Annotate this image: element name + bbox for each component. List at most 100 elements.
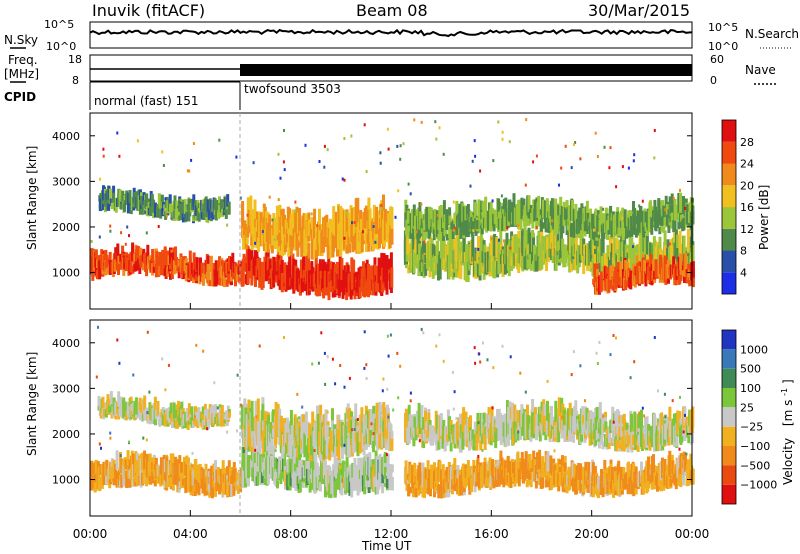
data-cell	[572, 259, 576, 270]
data-point	[627, 166, 630, 170]
data-cell	[585, 200, 589, 221]
data-cell	[679, 217, 683, 229]
data-cell	[537, 406, 541, 426]
data-cell	[315, 288, 319, 297]
data-cell	[168, 194, 172, 208]
data-point	[472, 229, 475, 232]
data-point	[423, 240, 426, 244]
data-cell	[691, 261, 695, 279]
data-cell	[187, 212, 191, 222]
data-point	[407, 182, 410, 186]
data-cell	[133, 192, 137, 204]
data-cell	[232, 488, 236, 496]
data-cell	[329, 430, 333, 456]
data-cell	[622, 431, 626, 452]
data-cell	[211, 482, 214, 499]
data-cell	[345, 287, 349, 301]
data-cell	[323, 261, 327, 278]
data-cell	[679, 253, 683, 271]
data-cell	[354, 198, 358, 228]
data-cell	[219, 420, 223, 427]
data-cell	[569, 224, 573, 237]
data-point	[239, 196, 242, 200]
data-cell	[253, 430, 257, 453]
data-cell	[523, 205, 527, 213]
data-cell	[386, 476, 389, 489]
data-point	[621, 165, 624, 169]
data-cell	[387, 213, 391, 227]
data-point	[343, 137, 346, 140]
data-cell	[102, 474, 106, 485]
data-point	[572, 143, 575, 147]
data-cell	[182, 478, 185, 486]
data-cell	[322, 288, 326, 299]
data-cell	[298, 475, 302, 493]
data-point	[641, 199, 644, 203]
data-cell	[299, 466, 303, 477]
data-cell	[143, 395, 147, 411]
data-point	[386, 127, 389, 131]
data-cell	[305, 454, 309, 478]
data-cell	[542, 222, 545, 229]
data-cell	[305, 468, 309, 485]
data-cell	[159, 204, 163, 219]
data-cell	[112, 463, 116, 479]
data-cell	[322, 269, 326, 287]
data-cell	[597, 246, 601, 271]
data-point	[597, 231, 600, 235]
data-point	[378, 215, 381, 218]
data-cell	[679, 205, 683, 221]
data-cell	[369, 430, 373, 445]
data-cell	[184, 477, 188, 494]
data-cell	[475, 431, 479, 451]
data-cell	[170, 204, 174, 218]
data-cell	[155, 251, 159, 266]
data-cell	[356, 484, 360, 496]
power-data	[90, 118, 695, 301]
data-cell	[147, 259, 150, 268]
data-cell	[303, 229, 307, 257]
data-cell	[407, 225, 411, 239]
data-cell	[479, 260, 483, 273]
data-point	[532, 160, 535, 164]
data-cell	[292, 283, 296, 294]
data-cell	[436, 240, 440, 268]
data-cell	[523, 246, 527, 270]
colorbar-swatch	[722, 163, 736, 186]
data-cell	[409, 487, 413, 494]
data-point	[479, 169, 482, 173]
data-cell	[222, 271, 226, 288]
data-cell	[480, 223, 484, 235]
data-point	[579, 157, 582, 161]
data-cell	[624, 260, 628, 277]
data-point	[120, 231, 123, 235]
cpid-panel: CPID normal (fast) 151 twofsound 3503	[4, 81, 341, 110]
data-cell	[419, 485, 423, 493]
data-cell	[492, 218, 496, 232]
data-cell	[374, 226, 378, 249]
data-cell	[209, 255, 213, 272]
data-cell	[128, 190, 132, 205]
data-cell	[452, 219, 456, 232]
data-cell	[527, 416, 531, 440]
data-cell	[685, 215, 689, 225]
data-cell	[682, 235, 686, 264]
data-cell	[99, 198, 103, 211]
data-cell	[207, 269, 211, 286]
data-cell	[390, 267, 394, 288]
data-cell	[429, 208, 433, 227]
data-cell	[653, 417, 657, 440]
colorbar-tick: 8	[740, 245, 747, 258]
data-cell	[493, 256, 497, 269]
data-cell	[163, 413, 167, 422]
data-cell	[462, 234, 466, 264]
date-title: 30/Mar/2015	[588, 1, 690, 20]
data-cell	[298, 284, 302, 296]
data-cell	[512, 193, 516, 215]
data-cell	[554, 213, 557, 229]
data-cell	[207, 205, 211, 221]
data-cell	[200, 205, 204, 220]
data-cell	[322, 413, 326, 438]
data-cell	[159, 457, 163, 475]
data-cell	[176, 475, 180, 493]
